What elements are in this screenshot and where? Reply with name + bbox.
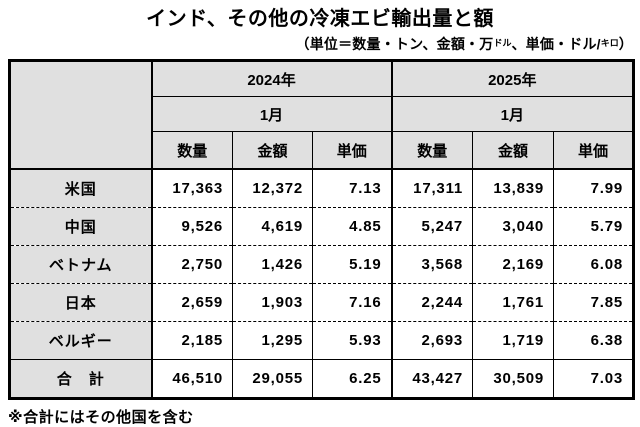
table-row-vietnam: ベトナム 2,750 1,426 5.19 3,568 2,169 6.08 <box>9 245 635 284</box>
value-cell: 6.08 <box>553 245 635 284</box>
value-cell: 9,526 <box>151 207 233 246</box>
value-cell: 29,055 <box>232 359 313 399</box>
table-row-japan: 日本 2,659 1,903 7.16 2,244 1,761 7.85 <box>9 283 635 322</box>
value-cell: 7.13 <box>311 168 393 208</box>
value-cell: 2,185 <box>151 321 233 360</box>
export-table: 2024年 2025年 1月 1月 数量 金額 単価 数量 金額 単価 米国 1… <box>8 59 636 400</box>
year-header-row: 2024年 2025年 <box>9 60 635 169</box>
col-header-quantity-2025: 数量 <box>390 131 474 169</box>
row-label: 中国 <box>9 207 153 246</box>
units-note: （単位＝数量・トン、金額・万ドル、単価・ドル/キロ） <box>0 34 633 53</box>
value-cell: 7.99 <box>553 168 635 208</box>
units-note-prefix: （単位＝数量・トン、金額・万 <box>295 36 494 52</box>
value-cell: 5.19 <box>311 245 393 284</box>
row-label: ベトナム <box>9 245 153 284</box>
units-note-suffix: ） <box>618 36 633 52</box>
value-cell: 13,839 <box>472 168 555 208</box>
row-label: ベルギー <box>9 321 153 360</box>
col-header-amount-2025: 金額 <box>472 131 555 169</box>
year-header-2025: 2025年 <box>390 60 635 97</box>
table-row-china: 中国 9,526 4,619 4.85 5,247 3,040 5.79 <box>9 207 635 246</box>
table-row-belgium: ベルギー 2,185 1,295 5.93 2,693 1,719 6.38 <box>9 321 635 360</box>
value-cell: 17,363 <box>151 168 233 208</box>
value-cell: 2,244 <box>390 283 474 322</box>
value-cell: 6.38 <box>553 321 635 360</box>
page-title: インド、その他の冷凍エビ輸出量と額 <box>146 8 494 30</box>
month-header-2025: 1月 <box>390 96 635 132</box>
table-row-total: 合 計 46,510 29,055 6.25 43,427 30,509 7.0… <box>9 359 635 399</box>
corner-cell <box>9 60 153 169</box>
value-cell: 5,247 <box>390 207 474 246</box>
col-header-quantity-2024: 数量 <box>151 131 233 169</box>
value-cell: 2,693 <box>390 321 474 360</box>
value-cell: 7.85 <box>553 283 635 322</box>
col-header-unitprice-2024: 単価 <box>311 131 393 169</box>
row-label: 日本 <box>9 283 153 322</box>
value-cell: 2,169 <box>472 245 555 284</box>
value-cell: 1,903 <box>232 283 313 322</box>
value-cell: 2,659 <box>151 283 233 322</box>
value-cell: 12,372 <box>232 168 313 208</box>
month-header-row: 1月 1月 <box>10 96 635 132</box>
col-header-unitprice-2025: 単価 <box>553 131 635 169</box>
table-row-usa: 米国 17,363 12,372 7.13 17,311 13,839 7.99 <box>9 168 635 208</box>
value-cell: 30,509 <box>472 359 555 399</box>
value-cell: 6.25 <box>311 359 393 399</box>
year-header-2024: 2024年 <box>150 60 393 97</box>
month-header-2024: 1月 <box>150 96 393 132</box>
value-cell: 4.85 <box>311 207 393 246</box>
column-header-row: 数量 金額 単価 数量 金額 単価 <box>10 131 635 169</box>
value-cell: 4,619 <box>232 207 313 246</box>
value-cell: 1,426 <box>232 245 313 284</box>
value-cell: 7.03 <box>553 359 635 399</box>
row-label: 米国 <box>9 168 153 208</box>
value-cell: 2,750 <box>151 245 233 284</box>
value-cell: 5.93 <box>311 321 393 360</box>
value-cell: 46,510 <box>151 359 233 399</box>
units-note-small-dollar: ドル <box>493 38 512 48</box>
units-note-small-kilo: キロ <box>600 38 619 48</box>
value-cell: 17,311 <box>390 168 474 208</box>
footnote: ※合計にはその他国を含む <box>8 409 194 426</box>
units-note-middle: 、単価・ドル/ <box>511 36 601 52</box>
value-cell: 7.16 <box>311 283 393 322</box>
col-header-amount-2024: 金額 <box>232 131 313 169</box>
value-cell: 3,568 <box>390 245 474 284</box>
value-cell: 1,295 <box>232 321 313 360</box>
value-cell: 5.79 <box>553 207 635 246</box>
value-cell: 1,761 <box>472 283 555 322</box>
value-cell: 43,427 <box>390 359 474 399</box>
value-cell: 1,719 <box>472 321 555 360</box>
total-row-label: 合 計 <box>9 359 153 399</box>
value-cell: 3,040 <box>472 207 555 246</box>
